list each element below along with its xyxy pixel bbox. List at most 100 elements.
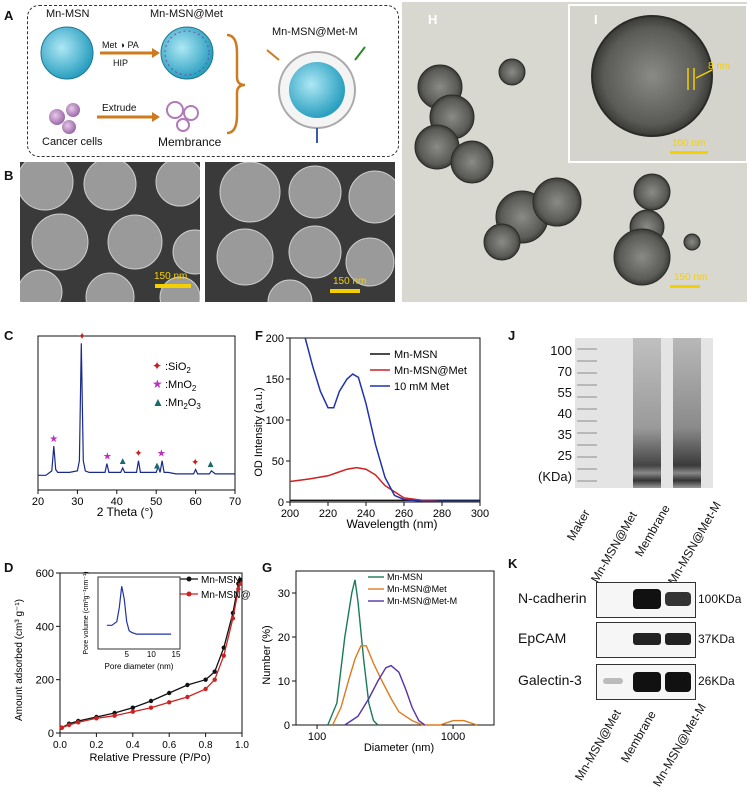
y-tick-label: 100 <box>266 415 284 427</box>
x-tick-label: 1.0 <box>235 740 249 751</box>
d-point <box>212 677 217 682</box>
panel-b-label: B <box>4 168 14 183</box>
scale-label-b: 150 nm <box>154 271 187 282</box>
d-legend-point <box>186 576 192 582</box>
d-inset-ylabel: Pore volume (cm³g⁻¹nm⁻¹) <box>83 571 90 654</box>
panel-d-label: D <box>4 560 14 575</box>
axis-frame <box>37 335 236 491</box>
g-legend-label: Mn-MSN@Met-M <box>387 596 457 606</box>
svg-text:✦: ✦ <box>152 359 162 373</box>
membrane-vesicle <box>166 101 184 119</box>
x-tick-label: 240 <box>357 508 375 520</box>
x-tick-label: 0.8 <box>199 740 213 751</box>
gel-lane-maker <box>577 338 597 488</box>
mn-msn-particle <box>40 26 94 80</box>
g-series-line <box>331 645 478 726</box>
xrd-peak-marker: ▲ <box>118 456 128 467</box>
xrd-peak-marker: ✦ <box>191 457 199 468</box>
d-point <box>66 722 72 728</box>
y-tick-label: 10 <box>278 676 290 688</box>
d-point <box>130 705 135 710</box>
xrd-peak-marker: ★ <box>157 449 166 460</box>
d-inset-tick: 5 <box>124 650 129 659</box>
panel-g-label: G <box>262 560 273 575</box>
panel-h-label: H <box>428 12 437 27</box>
c-xlabel: 2 Theta (°) <box>97 505 154 519</box>
svg-text::SiO2: :SiO2 <box>165 361 191 375</box>
gel-image <box>575 338 713 488</box>
f-xlabel: Wavelength (nm) <box>347 517 438 531</box>
y-tick-label: 150 <box>266 374 284 386</box>
pore-label: 8 nm <box>708 61 730 72</box>
d-point <box>212 669 217 674</box>
chart-g: 100 1000 0 10 20 30 Mn-MSN Mn-MSN@Met Mn-MSN@Me… <box>261 570 495 754</box>
d-point <box>76 720 81 725</box>
d-inset-frame <box>97 576 181 650</box>
x-tick-label: 40 <box>111 496 123 508</box>
panel-a-scheme <box>40 26 366 143</box>
d-point <box>167 690 172 696</box>
x-tick-label: 30 <box>71 496 83 508</box>
label-mn-msn-met: Mn-MSN@Met <box>150 8 223 20</box>
chart-f: 200 220 240 260 280 300 0 50 100 150 200 Mn-MSN Mn-… <box>253 333 489 531</box>
x-tick-label: 0.2 <box>89 740 103 751</box>
chart-d: 0 200 400 600 0.0 0.2 0.4 0.6 0.8 1.0 Mn-MSN Mn-MS… <box>14 568 250 764</box>
y-tick-label: 400 <box>36 621 54 633</box>
panel-i-label: I <box>594 12 598 27</box>
svg-text:▲: ▲ <box>152 395 164 409</box>
d-inset-tick: 10 <box>147 650 156 659</box>
x-tick-label: 1000 <box>441 731 465 743</box>
x-tick-label: 60 <box>189 496 201 508</box>
x-tick-label: 280 <box>433 508 451 520</box>
scale-bar-e <box>330 289 360 293</box>
xrd-peak-marker: ▲ <box>152 460 162 471</box>
cancer-cell <box>49 109 65 125</box>
y-tick-label: 600 <box>36 568 54 580</box>
xrd-legend: ✦ :SiO2 ★ :MnO2 ▲ :Mn2O3 <box>152 359 201 411</box>
d-point <box>94 716 99 721</box>
d-point <box>148 705 154 710</box>
scale-bar-b <box>155 284 191 288</box>
xrd-peak-marker: ✦ <box>134 449 142 460</box>
f-legend-label: Mn-MSN@Met <box>394 365 467 377</box>
d-point <box>203 686 208 692</box>
y-tick-label: 0 <box>284 720 290 732</box>
svg-text:★: ★ <box>152 377 163 391</box>
chart-c: 20 30 40 50 60 70 ✦✦✦★★ ★▲ ▲ ▲ ✦ :SiO2 ★ :MnO2 ▲… <box>32 331 241 519</box>
d-point <box>167 700 172 705</box>
blot-row-galectin <box>596 664 696 700</box>
y-tick-label: 30 <box>278 588 290 600</box>
d-point <box>148 698 154 704</box>
d-legend-label: Mn-MSN@Met <box>201 590 250 601</box>
d-legend-label: Mn-MSN <box>201 575 240 586</box>
d-point <box>237 581 243 586</box>
d-point <box>203 677 208 682</box>
d-point <box>59 725 65 730</box>
panel-k-label: K <box>508 556 518 571</box>
blot-row-epcam <box>596 622 696 658</box>
gel-lane-met-m <box>673 338 701 488</box>
y-tick-label: 20 <box>278 632 290 644</box>
x-tick-label: 0.4 <box>126 740 140 751</box>
d-xlabel: Relative Pressure (P/Po) <box>89 752 210 764</box>
g-legend-label: Mn-MSN@Met <box>387 584 447 594</box>
label-extrude: Extrude <box>102 103 137 114</box>
blot-row-ncadherin <box>596 582 696 618</box>
xrd-peak-marker: ★ <box>103 452 112 463</box>
x-tick-label: 20 <box>32 496 44 508</box>
xrd-peak-marker: ▲ <box>206 459 216 470</box>
y-tick-label: 0 <box>278 497 284 509</box>
axis-frame <box>59 572 243 734</box>
panel-a-frame <box>27 5 399 157</box>
axis-frame <box>295 570 495 726</box>
d-point <box>185 694 190 700</box>
f-ylabel: OD Intensity (a.u.) <box>253 387 265 476</box>
label-cancer-cells: Cancer cells <box>42 136 103 148</box>
tem-image-h: H 150 nm 8 nm I 100 nm <box>402 2 747 302</box>
panel-a: A Mn-MSN Mn-MSN@Met Mn-MSN@Met-M <box>0 0 400 160</box>
d-ylabel: Amount adsorbed (cm³ g⁻¹) <box>14 599 25 721</box>
scale-label-e: 150 nm <box>333 276 366 287</box>
y-tick-label: 0 <box>48 728 54 740</box>
g-series-line <box>344 664 426 726</box>
mn-msn-met-particle <box>160 26 214 80</box>
